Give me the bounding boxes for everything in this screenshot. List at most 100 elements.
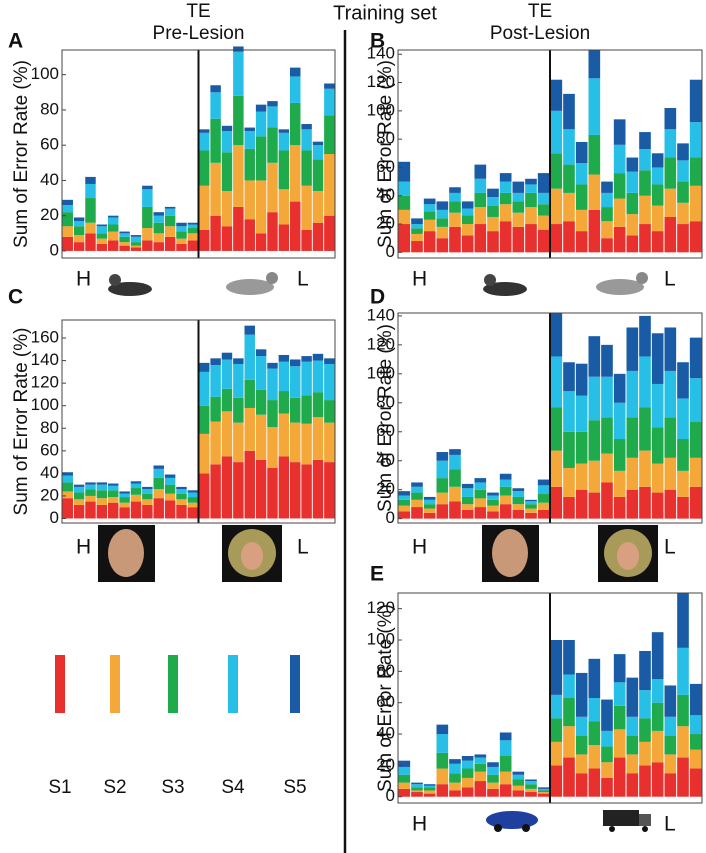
bar-segment [651,679,664,703]
bar-segment [537,793,550,797]
bar-segment [199,473,210,519]
bar-segment [651,383,664,428]
bar-segment [461,768,474,778]
bar-segment [575,231,588,253]
bar-segment [651,184,664,206]
bar-segment [233,358,244,364]
bar-segment [398,774,411,783]
bar-segment [639,356,651,408]
bar-segment [525,508,537,513]
bar-segment [664,716,677,736]
bar-segment [398,511,411,519]
bar-segment [487,231,499,253]
bar-segment [525,184,537,193]
y-tick-label: 20 [376,479,395,498]
bar-segment [290,102,301,146]
bar-segment [398,161,411,182]
bar-segment [187,224,199,229]
bar-segment [130,494,142,502]
bar-segment [575,716,588,736]
bar-segment [487,499,499,506]
bar-segment [588,460,601,493]
bar-segment [221,359,233,389]
bar-segment [449,449,461,455]
bar-segment [537,485,550,495]
bar-segment [221,191,233,227]
bar-segment [537,494,550,503]
bar-segment [278,224,290,251]
y-tick-label: 0 [50,508,59,527]
bar-segment [436,768,449,785]
bar-segment [119,497,130,503]
bar-segment [689,79,702,123]
bar-segment [130,483,142,489]
bar-segment [73,217,85,221]
bar-segment [550,718,563,742]
bar-segment [85,482,96,485]
bar-segment [267,400,278,428]
bar-segment [499,192,512,205]
bar-segment [537,229,550,253]
y-tick-label: 40 [376,450,395,469]
bar-segment [639,149,651,171]
bar-segment [423,499,436,505]
bar-segment [187,228,199,234]
bar-segment [588,745,601,769]
bar-segment [525,792,537,797]
bar-segment [601,453,613,483]
bar-segment [512,496,525,505]
bar-segment [677,496,689,519]
bar-segment [626,735,639,755]
bar-segment [626,171,639,193]
bar-segment [73,242,85,251]
y-tick-label: 120 [367,334,395,353]
bar-segment [312,416,324,460]
legend-swatch [55,655,65,713]
bar-segment [411,482,423,487]
bar-segment [613,373,626,403]
bar-segment [436,201,449,210]
bar-segment [575,184,588,210]
bar-segment [550,741,563,766]
bar-segment [267,212,278,251]
bar-segment [639,132,651,150]
bar-segment [176,493,187,500]
bar-segment [398,181,411,196]
bar-segment [164,226,176,237]
bar-segment [626,157,639,172]
bar-segment [398,209,411,225]
bar-segment [423,787,436,791]
bar-segment [221,152,233,192]
bar-segment [512,774,525,780]
bar-segment [512,201,525,213]
bar-segment [153,477,164,490]
bar-segment [677,439,689,471]
bar-segment [461,483,474,489]
bar-segment [525,192,537,208]
bar-segment [73,504,85,519]
bar-segment [677,362,689,399]
bar-segment [423,504,436,509]
bar-segment [689,734,702,750]
bar-segment [187,233,199,241]
bar-segment [119,502,130,508]
bar-segment [537,173,550,193]
bar-segment [324,83,335,89]
bar-segment [461,235,474,253]
bar-segment [411,486,423,493]
y-tick-label: 60 [40,135,59,154]
bar-segment [575,773,588,797]
bar-segment [613,173,626,199]
bar-segment [474,489,487,499]
bar-segment [626,417,639,458]
bar-segment [550,313,563,357]
bar-segment [639,486,651,519]
bar-segment [474,754,487,758]
bar-segment [550,356,563,408]
bar-segment [461,509,474,519]
bar-segment [119,491,130,494]
bar-segment [176,238,187,244]
bar-segment [474,781,487,797]
bar-segment [221,125,233,132]
bar-segment [474,771,487,782]
